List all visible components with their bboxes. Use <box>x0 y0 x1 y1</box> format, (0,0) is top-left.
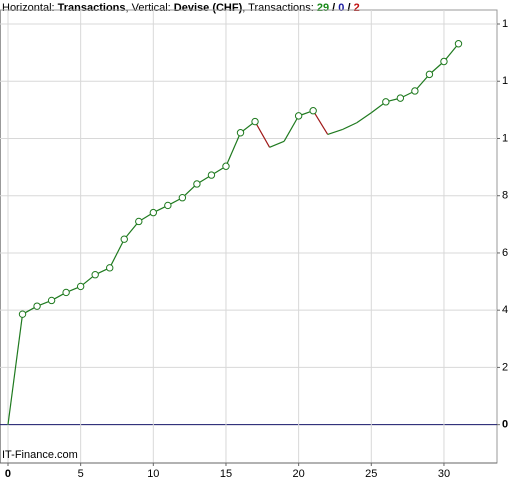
point-marker <box>411 87 419 95</box>
point-marker <box>440 57 448 66</box>
point-marker <box>135 217 143 226</box>
point-marker <box>222 162 230 170</box>
x-tick-label: 25 <box>365 468 377 480</box>
line-segment <box>225 132 242 167</box>
y-tick-label: 12 <box>502 75 508 87</box>
x-tick-label: 30 <box>438 468 450 480</box>
title-part: Horizontal: <box>2 2 58 14</box>
watermark: IT-Finance.com <box>2 449 78 461</box>
line-segment <box>341 122 358 131</box>
point-marker <box>164 201 172 210</box>
point-marker <box>149 208 158 217</box>
title-part: / <box>329 2 338 14</box>
point-marker <box>120 235 128 243</box>
point-marker <box>207 171 216 179</box>
plot-frame <box>0 9 498 464</box>
x-tick-label: 0 <box>5 468 11 480</box>
x-tick-label: 20 <box>293 468 305 480</box>
point-marker <box>382 98 390 106</box>
point-marker <box>396 94 405 102</box>
point-marker <box>91 270 99 279</box>
title-part: / <box>344 2 353 14</box>
line-segment <box>109 238 125 269</box>
point-marker <box>47 296 56 305</box>
point-marker <box>454 40 463 48</box>
y-tick-label: 0 <box>502 419 508 431</box>
line-segment <box>443 43 459 62</box>
point-marker <box>193 180 201 188</box>
title-part: , Transactions: <box>242 2 317 14</box>
line-segment <box>312 110 329 135</box>
y-tick-label: 2 <box>502 361 508 373</box>
line-segment <box>123 221 140 240</box>
point-marker <box>251 117 259 126</box>
point-marker <box>236 129 245 137</box>
point-marker <box>62 288 70 297</box>
point-marker <box>178 194 187 202</box>
title-part: 2 <box>354 2 360 14</box>
point-marker <box>76 282 85 291</box>
plot-area <box>0 9 498 464</box>
line-segment <box>356 112 372 124</box>
y-tick-label: 8 <box>502 190 508 202</box>
point-marker <box>18 310 27 318</box>
point-marker <box>425 70 434 79</box>
line-segment <box>7 314 24 425</box>
y-tick-label: 10 <box>502 132 508 144</box>
point-marker <box>33 302 41 310</box>
line-segment <box>327 129 343 136</box>
y-tick-label: 14 <box>502 18 508 30</box>
title-part: , Vertical: <box>126 2 174 14</box>
chart-title: Horizontal: Transactions, Vertical: Devi… <box>2 2 360 14</box>
x-tick-label: 15 <box>220 468 232 480</box>
x-tick-label: 10 <box>147 468 159 480</box>
line-segment <box>283 115 300 142</box>
title-part: 29 <box>317 2 329 14</box>
title-part: Devise (CHF) <box>174 2 243 14</box>
y-tick-label: 6 <box>502 247 508 259</box>
x-tick-label: 5 <box>78 468 84 480</box>
line-segment <box>254 121 271 148</box>
title-part: Transactions <box>58 2 126 14</box>
point-marker <box>106 264 114 272</box>
line-segment <box>269 140 285 148</box>
point-marker <box>309 107 317 115</box>
title-part: 0 <box>338 2 344 14</box>
point-marker <box>294 112 303 120</box>
y-tick-label: 4 <box>502 304 508 316</box>
